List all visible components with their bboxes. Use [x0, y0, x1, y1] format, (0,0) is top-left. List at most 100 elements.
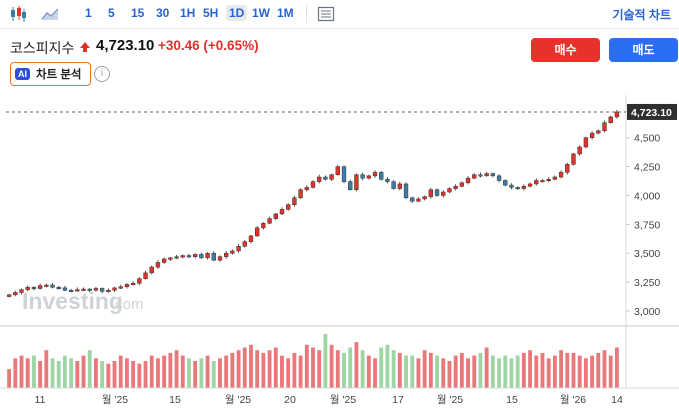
y-tick-label: 3,000: [634, 306, 660, 318]
candle: [137, 278, 142, 284]
volume-bar: [528, 350, 532, 388]
candle: [515, 187, 520, 190]
info-icon[interactable]: i: [94, 66, 110, 82]
x-tick-label: 월 '26: [560, 394, 586, 406]
candle: [273, 213, 278, 219]
candle: [459, 182, 465, 187]
volume-bar: [453, 355, 458, 388]
candle: [304, 187, 309, 190]
timeframe-1h[interactable]: 1H: [180, 6, 196, 20]
timeframe-5h[interactable]: 5H: [203, 6, 219, 20]
candlestick-icon[interactable]: [8, 4, 28, 24]
chart-settings-icon[interactable]: [316, 4, 336, 24]
candle: [25, 287, 30, 290]
candle: [416, 198, 421, 202]
volume-bar: [441, 358, 446, 388]
current-price-tag: [627, 103, 677, 120]
volume-bar: [360, 350, 365, 388]
chart-toolbar: 1 5 15 30 1H 5H 1D 1W 1M 기술적 차트: [0, 0, 679, 29]
volume-bar: [503, 355, 508, 388]
y-tick-label: 4,500: [634, 133, 660, 145]
area-chart-icon[interactable]: [40, 4, 60, 24]
candle: [410, 197, 415, 202]
candle: [192, 254, 198, 257]
current-price-tag-label: 4,723.10: [631, 107, 672, 119]
volume-bar: [7, 369, 12, 388]
candle: [261, 222, 266, 229]
timeframe-1d[interactable]: 1D: [226, 5, 248, 21]
timeframe-1[interactable]: 1: [85, 6, 92, 20]
x-tick-label: 15: [506, 394, 518, 406]
watermark: Investing: [22, 288, 123, 314]
candle: [56, 287, 61, 290]
volume-bar: [466, 358, 470, 388]
volume-bar: [143, 361, 148, 388]
candle: [106, 289, 111, 292]
volume-bar: [292, 352, 297, 388]
volume-bar: [379, 347, 384, 388]
candle: [50, 284, 55, 288]
volume-bar: [81, 355, 86, 388]
volume-bar: [391, 350, 396, 388]
candle: [447, 188, 452, 193]
volume-bar: [602, 350, 607, 388]
candle: [205, 252, 210, 259]
candle: [379, 172, 384, 180]
volume-bar: [354, 342, 359, 388]
candle: [403, 183, 409, 199]
candle: [62, 287, 68, 291]
candle: [242, 241, 247, 247]
volume-group: [7, 334, 619, 388]
volume-bar: [416, 358, 421, 388]
x-tick-label: 20: [284, 394, 296, 406]
volume-bar: [174, 350, 179, 388]
candle: [385, 179, 390, 182]
candle: [602, 122, 607, 132]
volume-bar: [484, 347, 489, 388]
ai-chart-analysis-label: 차트 분석: [36, 69, 82, 81]
advanced-chart-link[interactable]: 기술적 차트: [612, 8, 671, 22]
volume-bar: [497, 358, 501, 388]
volume-bar: [31, 355, 36, 388]
volume-bar: [193, 361, 198, 388]
volume-bar: [422, 350, 427, 388]
timeframe-1w[interactable]: 1W: [252, 6, 270, 20]
volume-bar: [56, 361, 61, 388]
x-tick-label: 월 '25: [437, 394, 463, 406]
volume-bar: [106, 363, 111, 388]
candle: [13, 292, 18, 296]
sell-button[interactable]: 매도: [609, 38, 678, 62]
price-up-arrow-icon: [80, 42, 90, 52]
volume-bar: [236, 350, 241, 388]
candle: [155, 262, 161, 268]
ai-chart-analysis-button[interactable]: AI 차트 분석: [10, 62, 91, 86]
volume-bar: [69, 358, 74, 388]
timeframe-30[interactable]: 30: [156, 6, 170, 20]
candle: [484, 173, 489, 177]
volume-bar: [590, 355, 595, 388]
timeframe-1m[interactable]: 1M: [277, 6, 294, 20]
volume-bar: [280, 355, 284, 388]
candle: [118, 286, 123, 289]
volume-bar: [552, 355, 557, 388]
candle: [174, 256, 179, 259]
volume-bar: [385, 344, 390, 388]
candle: [75, 289, 80, 292]
timeframe-5[interactable]: 5: [108, 6, 115, 20]
candle: [37, 285, 43, 289]
candle: [81, 288, 86, 291]
x-tick-label: 17: [392, 394, 404, 406]
volume-bar: [540, 352, 545, 388]
volume-bar: [311, 347, 315, 388]
volume-bar: [435, 355, 439, 388]
candle: [267, 218, 272, 224]
volume-bar: [521, 352, 526, 388]
volume-bar: [490, 355, 495, 388]
volume-bar: [298, 355, 303, 388]
candle: [93, 288, 99, 291]
candle: [372, 172, 378, 177]
buy-button[interactable]: 매수: [531, 38, 600, 62]
candle: [608, 116, 613, 123]
timeframe-15[interactable]: 15: [131, 6, 145, 20]
